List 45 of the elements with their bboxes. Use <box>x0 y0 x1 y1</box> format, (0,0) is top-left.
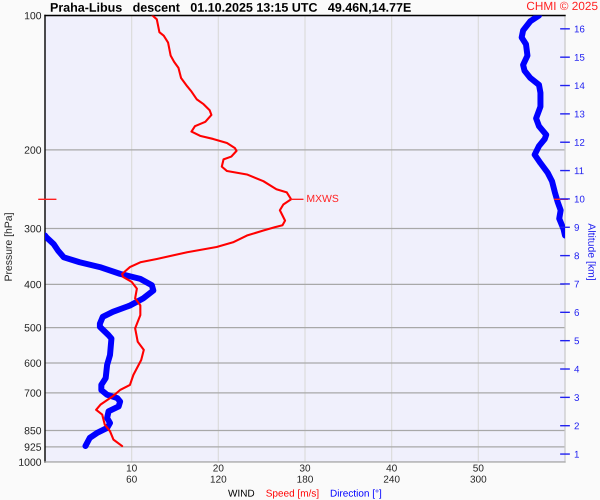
y-tick-label: 1000 <box>19 458 42 466</box>
y2-axis-title: Altitude [km] <box>586 223 596 280</box>
x-tick-label: 40 <box>386 464 397 472</box>
y2-tick-label: 12 <box>574 138 584 146</box>
y-tick-label: 500 <box>24 324 42 332</box>
y-tick-label: 600 <box>24 359 42 367</box>
x2-tick-label: 240 <box>384 476 400 483</box>
text: CHMI © 2025 <box>526 2 598 10</box>
y2-tick-label: 4 <box>574 366 580 373</box>
y2-tick-label: 3 <box>574 394 580 401</box>
y2-tick-label: 9 <box>574 224 579 231</box>
x-tick-label: 20 <box>213 464 224 472</box>
annotation: MXWS <box>307 194 338 202</box>
chart-title: Praha-Libus descent 01.10.2025 13:15 UTC 49.46N,14.77E <box>50 2 411 14</box>
y2-tick-label: 10 <box>574 196 584 203</box>
y-tick-label: 300 <box>24 225 42 232</box>
y-tick-label: 400 <box>24 280 42 288</box>
y2-tick-label: 13 <box>574 110 584 118</box>
y2-tick-label: 2 <box>574 422 579 430</box>
y-tick-label: 925 <box>24 443 42 451</box>
line-series <box>95 16 292 448</box>
x2-tick-label: 300 <box>470 476 486 483</box>
y2-tick-label: 16 <box>574 26 584 32</box>
x-tick-label: 50 <box>473 464 484 472</box>
y-tick-label: 100 <box>24 12 42 20</box>
x-tick-label: 30 <box>300 464 310 472</box>
y2-tick-label: 11 <box>574 167 584 174</box>
y-tick-label: 200 <box>24 146 42 154</box>
x2-tick-label: 60 <box>126 476 137 483</box>
x-tick-label: 10 <box>126 464 137 472</box>
y2-tick-label: 14 <box>574 82 585 90</box>
x-axis-title: WIND <box>228 490 254 497</box>
y2-tick-label: 7 <box>574 280 579 288</box>
text: Speed [m/s] <box>266 489 318 499</box>
x2-tick-label: 120 <box>210 476 226 483</box>
y-tick-label: 700 <box>24 389 42 397</box>
y2-tick-label: 8 <box>574 252 580 260</box>
y2-tick-label: 1 <box>574 450 579 458</box>
y2-tick-label: 5 <box>574 338 580 344</box>
y-axis-title: Pressure [hPa] <box>4 213 14 281</box>
text: Direction [°] <box>330 489 382 499</box>
y2-tick-label: 6 <box>574 309 580 316</box>
x2-tick-label: 180 <box>297 476 313 483</box>
y2-tick-label: 15 <box>574 54 584 61</box>
y-tick-label: 850 <box>24 426 42 434</box>
